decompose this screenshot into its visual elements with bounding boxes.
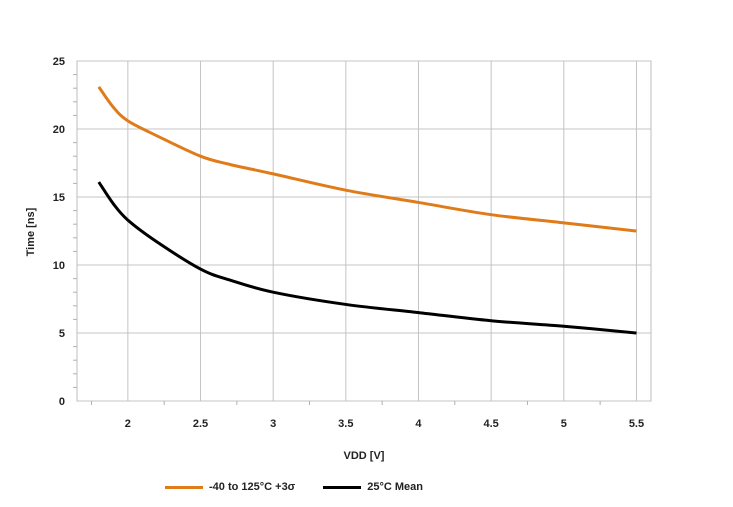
y-tick-label: 20 bbox=[53, 124, 65, 136]
legend-item-1: -40 to 125°C +3σ bbox=[165, 481, 295, 493]
plot-border bbox=[76, 60, 652, 402]
y-tick-label: 15 bbox=[53, 192, 65, 204]
series-line-2 bbox=[97, 181, 637, 335]
y-tick-label: 10 bbox=[53, 260, 65, 272]
x-tick-label: 5 bbox=[561, 418, 567, 430]
y-tick-label: 5 bbox=[59, 328, 65, 340]
legend-label-1: -40 to 125°C +3σ bbox=[209, 481, 296, 493]
y-tick-label: 0 bbox=[59, 396, 65, 408]
legend: -40 to 125°C +3σ 25°C Mean bbox=[165, 481, 451, 493]
x-tick-label: 2.5 bbox=[193, 418, 208, 430]
series-line-1 bbox=[97, 85, 637, 233]
x-axis-ticks: 2 2.5 3 3.5 4 4.5 5 5.5 bbox=[91, 401, 644, 430]
y-axis-title: Time [ns] bbox=[25, 207, 37, 256]
legend-label-2: 25°C Mean bbox=[367, 481, 423, 493]
series-lines bbox=[97, 85, 637, 335]
x-tick-label: 3.5 bbox=[338, 418, 353, 430]
legend-swatch-1 bbox=[165, 485, 203, 489]
x-tick-label: 2 bbox=[125, 418, 131, 430]
y-tick-label: 25 bbox=[53, 56, 65, 68]
x-tick-label: 5.5 bbox=[629, 418, 644, 430]
grid bbox=[76, 60, 652, 402]
y-axis-ticks: 0 5 10 15 20 25 bbox=[53, 56, 77, 408]
x-tick-label: 3 bbox=[270, 418, 276, 430]
x-tick-label: 4.5 bbox=[484, 418, 499, 430]
legend-item-2: 25°C Mean bbox=[323, 481, 423, 493]
legend-swatch-2 bbox=[323, 485, 362, 489]
x-axis-title: VDD [V] bbox=[344, 450, 385, 462]
x-tick-label: 4 bbox=[415, 418, 422, 430]
